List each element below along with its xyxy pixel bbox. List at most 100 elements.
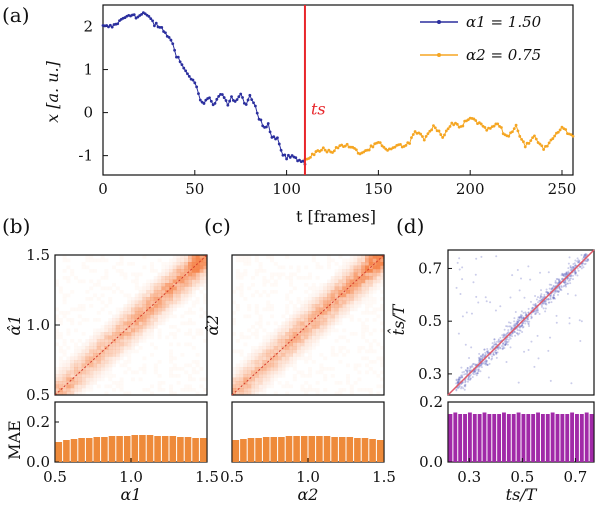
panel-c-heat-cell (353, 332, 358, 336)
panel-b-heat-cell (104, 384, 109, 389)
panel-c-heat-cell (292, 377, 297, 382)
panel-b-heat-cell (66, 276, 71, 280)
panel-b-heat-cell (55, 391, 59, 396)
panel-b-heat-cell (77, 374, 82, 378)
panel-c-heat-cell (239, 381, 244, 385)
panel-b-heat-cell (58, 321, 63, 326)
panel-c-heat-cell (235, 367, 240, 371)
panel-c-heat-cell (239, 293, 244, 298)
panel-b-heat-cell (104, 363, 109, 368)
panel-c-heat-cell (338, 346, 343, 350)
panel-d-point (476, 372, 479, 375)
panel-d-mae-bar (511, 414, 516, 462)
panel-c-heat-cell (323, 332, 328, 336)
panel-d-point (557, 290, 560, 293)
panel-c-heat-cell (254, 374, 259, 378)
panel-b-heat-cell (146, 335, 151, 340)
panel-d-point (563, 281, 566, 284)
panel-b-heat-cell (134, 272, 139, 277)
legend-marker-a1 (437, 20, 441, 24)
panel-c-heat-cell (353, 276, 358, 280)
panel-b-heat-cell (138, 293, 143, 298)
panel-d-point (547, 292, 550, 295)
panel-b-heat-cell (127, 314, 132, 319)
panel-b-heat-cell (161, 265, 166, 270)
panel-b-heat-cell (112, 360, 116, 364)
panel-d-point (519, 325, 522, 328)
panel-d-point (550, 288, 553, 291)
panel-c-heat-cell (365, 339, 369, 343)
panel-d-point (572, 266, 575, 269)
panel-d-point (490, 346, 493, 349)
panel-b-heat-cell (112, 381, 116, 385)
panel-c-heat-cell (285, 328, 290, 333)
panel-d-point (518, 316, 521, 319)
panel-b-heat-cell (96, 363, 101, 368)
panel-c-heat-cell (304, 314, 309, 319)
panel-c-heat-cell (300, 321, 305, 326)
panel-d-ytick-label: 0.3 (418, 365, 442, 383)
panel-b-heat-cell (184, 342, 189, 347)
panel-b-heat-cell (138, 339, 143, 343)
panel-d-point (492, 345, 495, 348)
panel-b-heat-cell (119, 349, 124, 354)
panel-c-heat-cell (361, 290, 366, 294)
series-2-point (439, 133, 443, 136)
panel-c-heat-cell (285, 356, 290, 361)
panel-d-point (503, 339, 506, 342)
panel-c-heat-cell (285, 255, 290, 259)
panel-d-point (508, 336, 511, 339)
panel-b-heat-cell (150, 279, 154, 284)
panel-b-heat-cell (191, 272, 196, 277)
panel-d-point (583, 254, 586, 257)
panel-b-mae-bar (199, 438, 207, 462)
panel-c-heat-cell (342, 346, 347, 350)
panel-c-heat-cell (338, 304, 343, 308)
panel-b-heat-cell (89, 374, 94, 378)
panel-c-heat-cell (262, 381, 267, 385)
panel-c-heat-cell (285, 297, 290, 301)
panel-c-heat-cell (327, 290, 331, 294)
panel-c-heat-cell (338, 381, 343, 385)
panel-d-point (484, 296, 487, 299)
panel-c-heat-cell (292, 367, 297, 371)
panel-d-point (574, 294, 577, 297)
panel-b-heat-cell (169, 353, 173, 357)
panel-c-heat-cell (254, 255, 259, 259)
panel-d-point (477, 356, 480, 359)
panel-d-point (574, 272, 577, 275)
panel-d-point (455, 286, 458, 289)
panel-c-heat-cell (357, 286, 362, 291)
panel-c-heat-cell (349, 262, 354, 266)
panel-b-heat-cell (138, 332, 143, 336)
panel-d-point (479, 358, 482, 361)
panel-b-heat-cell (104, 269, 109, 273)
panel-d-point (552, 294, 555, 297)
panel-d-point (583, 253, 586, 256)
panel-b-heat-cell (161, 293, 166, 298)
panel-c-heat-cell (289, 321, 293, 326)
panel-b-heat-cell (81, 363, 86, 368)
panel-c-heat-cell (308, 349, 312, 354)
panel-b-heat-cell (138, 300, 143, 305)
panel-c-heat-cell (254, 304, 259, 308)
panel-d-point (528, 320, 531, 323)
panel-c-heat-cell (243, 297, 248, 301)
panel-b-heat-cell (138, 325, 143, 329)
panel-d-point (583, 263, 586, 266)
panel-b-heat-cell (157, 332, 162, 336)
panel-c-heat-cell (296, 325, 301, 329)
panel-b-mae-bar (161, 436, 169, 462)
panel-b-mae-bar (139, 435, 146, 462)
panel-c-heat-cell (361, 276, 366, 280)
panel-b-heat-cell (161, 318, 166, 322)
panel-b-heat-cell (150, 391, 154, 396)
panel-c-heat-cell (270, 255, 274, 259)
series-2-point (444, 129, 448, 133)
panel-d-point (462, 387, 465, 390)
panel-d-point (563, 272, 566, 275)
panel-b-heat-cell (172, 300, 177, 305)
panel-b-heat-cell (165, 272, 170, 277)
panel-d-point (474, 273, 477, 276)
